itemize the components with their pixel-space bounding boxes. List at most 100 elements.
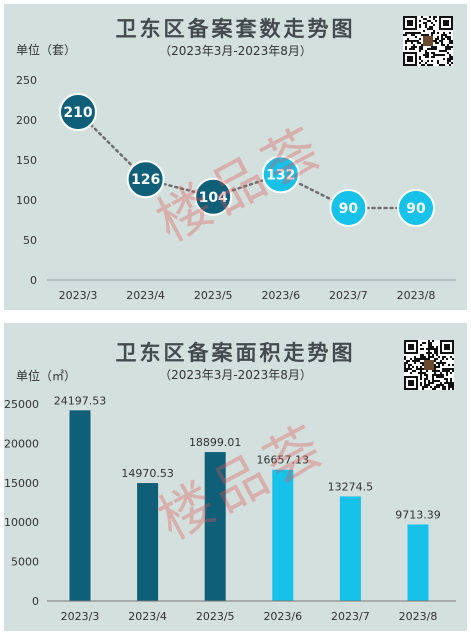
qr-module <box>437 54 439 56</box>
qr-module <box>437 32 439 34</box>
qr-module <box>418 358 420 360</box>
qr-module <box>441 38 443 40</box>
qr-module <box>421 44 423 46</box>
qr-module <box>433 46 435 48</box>
qr-module <box>419 58 421 60</box>
qr-module <box>441 54 443 56</box>
qr-module <box>414 370 416 372</box>
qr-module <box>428 356 430 358</box>
qr-module <box>432 380 434 382</box>
qr-module <box>430 348 432 350</box>
qr-logo <box>424 360 434 370</box>
qr-module <box>428 348 430 350</box>
qr-module <box>436 384 438 386</box>
qr-module <box>433 16 435 18</box>
qr-module <box>431 26 433 28</box>
qr-module <box>447 48 449 50</box>
qr-module <box>404 366 406 368</box>
qr-module <box>447 44 449 46</box>
chart-panel-units: 卫东区备案套数走势图 （2023年3月-2023年8月） 单位（套） 0 50 10… <box>4 4 467 310</box>
qr-module <box>416 358 418 360</box>
data-point <box>194 177 233 216</box>
qr-module <box>434 352 436 354</box>
chart-panel-area: 卫东区备案面积走势图 （2023年3月-2023年8月） 单位（㎡） 0 5000… <box>4 323 467 631</box>
qr-module <box>425 62 427 64</box>
qr-module <box>415 40 417 42</box>
qr-module <box>425 22 427 24</box>
qr-module <box>419 50 421 52</box>
qr-module <box>450 378 452 380</box>
qr-module <box>407 38 409 40</box>
qr-module <box>431 64 433 66</box>
qr-module <box>423 54 425 56</box>
qr-module <box>440 362 442 364</box>
qr-module <box>435 40 437 42</box>
qr-module <box>416 366 418 368</box>
qr-module <box>437 60 439 62</box>
qr-module <box>427 56 429 58</box>
qr-module <box>422 386 424 388</box>
qr-module <box>443 38 445 40</box>
qr-module <box>412 370 414 372</box>
bar <box>407 524 429 601</box>
qr-code-icon <box>403 16 453 66</box>
qr-module <box>427 52 429 54</box>
x-tick-label: 2023/3 <box>59 289 98 302</box>
qr-module <box>407 40 409 42</box>
qr-module <box>447 38 449 40</box>
qr-module <box>433 24 435 26</box>
data-label: 14970.53 <box>121 467 174 480</box>
qr-module <box>408 380 414 386</box>
qr-module <box>422 368 424 370</box>
qr-module <box>442 384 444 386</box>
qr-module <box>443 54 445 56</box>
qr-module <box>435 16 437 18</box>
data-label: 9713.39 <box>395 508 441 521</box>
data-label: 90 <box>406 201 426 217</box>
qr-module <box>420 372 422 374</box>
qr-module <box>451 62 453 64</box>
qr-module <box>446 358 448 360</box>
qr-module <box>438 384 440 386</box>
y-tick-label: 250 <box>16 74 37 87</box>
qr-module <box>450 368 452 370</box>
qr-module <box>435 20 437 22</box>
qr-module <box>452 358 454 360</box>
qr-module <box>421 60 423 62</box>
qr-module <box>434 372 436 374</box>
qr-module <box>447 60 449 62</box>
qr-module <box>436 386 438 388</box>
qr-module <box>425 34 427 36</box>
qr-code-icon <box>404 340 454 390</box>
qr-module <box>408 366 410 368</box>
qr-module <box>435 46 437 48</box>
qr-module <box>434 366 436 368</box>
qr-module <box>438 380 440 382</box>
qr-module <box>442 374 444 376</box>
qr-module <box>404 364 406 366</box>
qr-module <box>441 50 443 52</box>
qr-module <box>439 54 441 56</box>
qr-module <box>428 340 430 342</box>
qr-module <box>408 360 410 362</box>
qr-module <box>444 382 446 384</box>
qr-module <box>419 42 421 44</box>
qr-module <box>447 62 449 64</box>
qr-module <box>440 384 442 386</box>
qr-module <box>427 34 429 36</box>
qr-module <box>451 56 453 58</box>
qr-module <box>434 368 436 370</box>
qr-module <box>435 54 437 56</box>
x-tick-label: 2023/7 <box>329 289 368 302</box>
qr-module <box>443 44 445 46</box>
qr-module <box>432 346 434 348</box>
qr-module <box>403 34 405 36</box>
qr-module <box>432 376 434 378</box>
bar <box>137 483 159 601</box>
y-tick-label: 20000 <box>4 437 39 450</box>
qr-module <box>422 372 424 374</box>
qr-module <box>431 22 433 24</box>
qr-module <box>428 342 430 344</box>
qr-module <box>404 368 406 370</box>
qr-module <box>442 386 444 388</box>
